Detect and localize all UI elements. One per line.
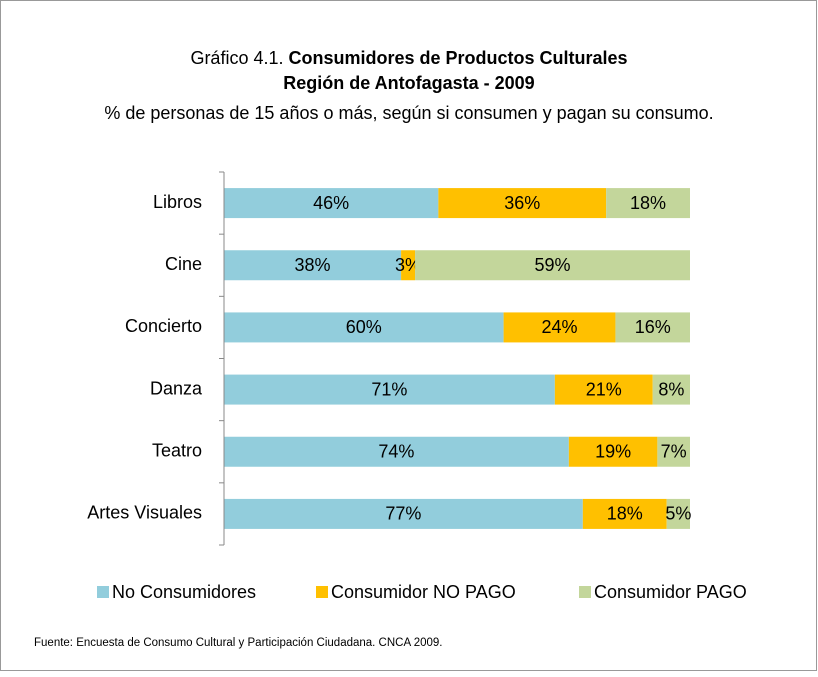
y-tick-label: Concierto	[125, 316, 202, 336]
data-label: 60%	[346, 317, 382, 337]
source-note: Fuente: Encuesta de Consumo Cultural y P…	[34, 637, 442, 649]
chart-subtitle: % de personas de 15 años o más, según si…	[104, 103, 713, 123]
chart-title: Gráfico 4.1. Consumidores de Productos C…	[190, 48, 627, 68]
data-label: 24%	[542, 317, 578, 337]
data-label: 18%	[607, 504, 643, 524]
data-label: 38%	[295, 255, 331, 275]
bar-segment	[568, 436, 658, 467]
legend-swatch	[97, 586, 109, 598]
bar-segment	[615, 312, 690, 343]
bar-segment	[606, 188, 690, 219]
data-label: 21%	[586, 379, 622, 399]
data-label: 59%	[535, 255, 571, 275]
title-main: Consumidores de Productos Culturales	[289, 48, 628, 68]
data-label: 74%	[378, 442, 414, 462]
data-label: 16%	[635, 317, 671, 337]
y-tick-label: Artes Visuales	[87, 503, 202, 523]
bar-segment	[438, 188, 607, 219]
bar-segment	[657, 436, 690, 467]
data-label: 71%	[371, 379, 407, 399]
bar-segment	[503, 312, 616, 343]
legend-swatch	[316, 586, 328, 598]
bar-segment	[224, 312, 504, 343]
bar-segment	[415, 250, 690, 281]
legend-swatch	[579, 586, 591, 598]
bar-segment	[224, 374, 555, 405]
data-label: 3%	[395, 255, 421, 275]
bar-segment	[224, 188, 439, 219]
title-prefix: Gráfico 4.1.	[190, 48, 283, 68]
legend-label: Consumidor NO PAGO	[331, 582, 516, 602]
data-label: 77%	[385, 504, 421, 524]
bar-segment	[224, 436, 569, 467]
y-tick-label: Teatro	[152, 441, 202, 461]
bar-segment	[666, 498, 690, 529]
data-label: 8%	[658, 379, 684, 399]
legend-label: No Consumidores	[112, 582, 256, 602]
data-label: 18%	[630, 193, 666, 213]
bar-segment	[401, 250, 416, 281]
bar-segment	[582, 498, 667, 529]
data-label: 7%	[661, 442, 687, 462]
bar-segment	[554, 374, 653, 405]
data-label: 46%	[313, 193, 349, 213]
data-label: 36%	[504, 193, 540, 213]
bar-segment	[224, 250, 402, 281]
data-label: 5%	[665, 504, 691, 524]
y-tick-label: Danza	[150, 378, 203, 398]
y-tick-label: Cine	[165, 254, 202, 274]
y-tick-label: Libros	[153, 192, 202, 212]
bar-segment	[224, 498, 583, 529]
bar-segment	[652, 374, 690, 405]
chart-title-line2: Región de Antofagasta - 2009	[283, 73, 534, 93]
legend-label: Consumidor PAGO	[594, 582, 747, 602]
data-label: 19%	[595, 442, 631, 462]
